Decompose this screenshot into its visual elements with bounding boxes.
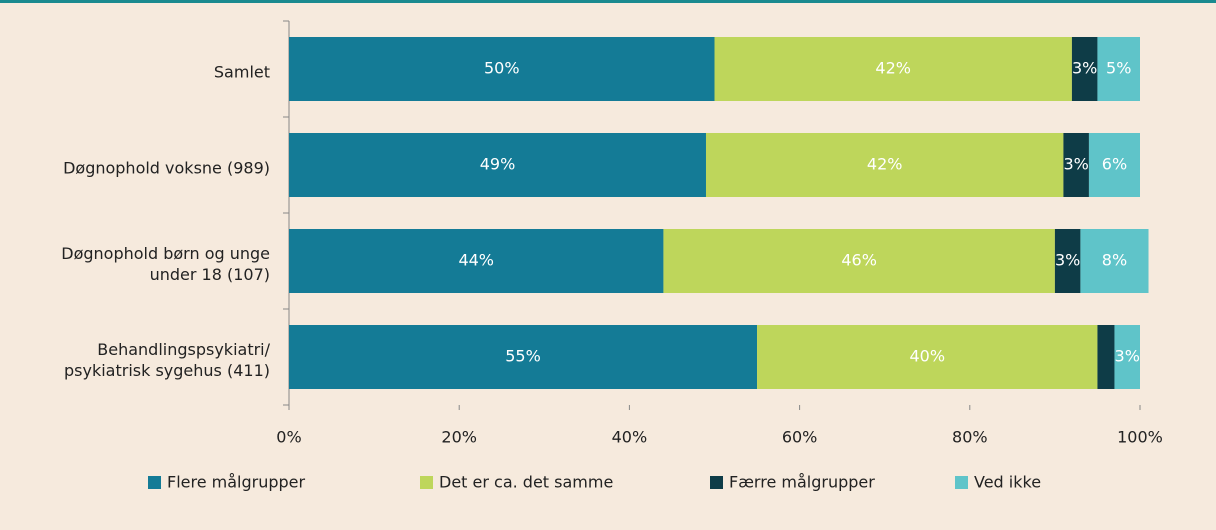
bar-segment: [289, 133, 706, 197]
bar-segment: [714, 37, 1072, 101]
chart-svg: 0% 20% 40% 60% 80% 100% 50% 42% 3% 5% 49% 42% 3% 6% 44…: [148, 20, 1163, 492]
category-label: Døgnophold børn og unge under 18 (107): [61, 244, 270, 284]
legend-swatch: [148, 476, 161, 489]
value-label: 3%: [1072, 59, 1097, 78]
legend-swatch: [710, 476, 723, 489]
value-label: 3%: [1055, 251, 1080, 270]
bar-segment: [1071, 37, 1098, 101]
legend-label: Det er ca. det samme: [439, 473, 613, 492]
value-label: 40%: [909, 347, 945, 366]
bar-segment: [1080, 229, 1149, 293]
bar-segment: [757, 325, 1098, 389]
value-label: 3%: [1115, 347, 1140, 366]
value-label: 42%: [875, 59, 911, 78]
value-label: 6%: [1102, 155, 1127, 174]
bar-segment: [705, 133, 1064, 197]
category-label: Behandlingspsykiatri/ psykiatrisk sygehu…: [64, 340, 270, 380]
value-label: 55%: [505, 347, 541, 366]
category-label: Samlet: [213, 62, 270, 82]
bar-segment: [1114, 325, 1140, 389]
value-label: 49%: [480, 155, 516, 174]
bar-segment: [663, 229, 1055, 293]
bar-segment: [1097, 325, 1115, 389]
x-tick-label: 40%: [612, 428, 648, 447]
legend-label: Færre målgrupper: [729, 473, 875, 492]
value-label: 50%: [484, 59, 520, 78]
x-tick-label: 80%: [952, 428, 988, 447]
x-tick-label: 0%: [276, 428, 301, 447]
x-tick-label: 20%: [441, 428, 477, 447]
value-label: 8%: [1102, 251, 1127, 270]
bar-segment: [1063, 133, 1089, 197]
legend-swatch: [420, 476, 433, 489]
value-label: 46%: [841, 251, 877, 270]
bar-segment: [1054, 229, 1081, 293]
value-label: 42%: [867, 155, 903, 174]
legend-label: Flere målgrupper: [167, 473, 306, 492]
legend-label: Ved ikke: [974, 473, 1041, 492]
bar-segment: [1097, 37, 1140, 101]
value-label: 5%: [1106, 59, 1131, 78]
value-label: 44%: [458, 251, 494, 270]
x-tick-label: 60%: [782, 428, 818, 447]
category-label: Døgnophold voksne (989): [63, 158, 270, 178]
legend-swatch: [955, 476, 968, 489]
x-tick-label: 100%: [1117, 428, 1163, 447]
bar-segment: [289, 325, 758, 389]
bar-segment: [1088, 133, 1140, 197]
bar-segment: [289, 37, 715, 101]
value-label: 3%: [1063, 155, 1088, 174]
bar-segment: [289, 229, 664, 293]
